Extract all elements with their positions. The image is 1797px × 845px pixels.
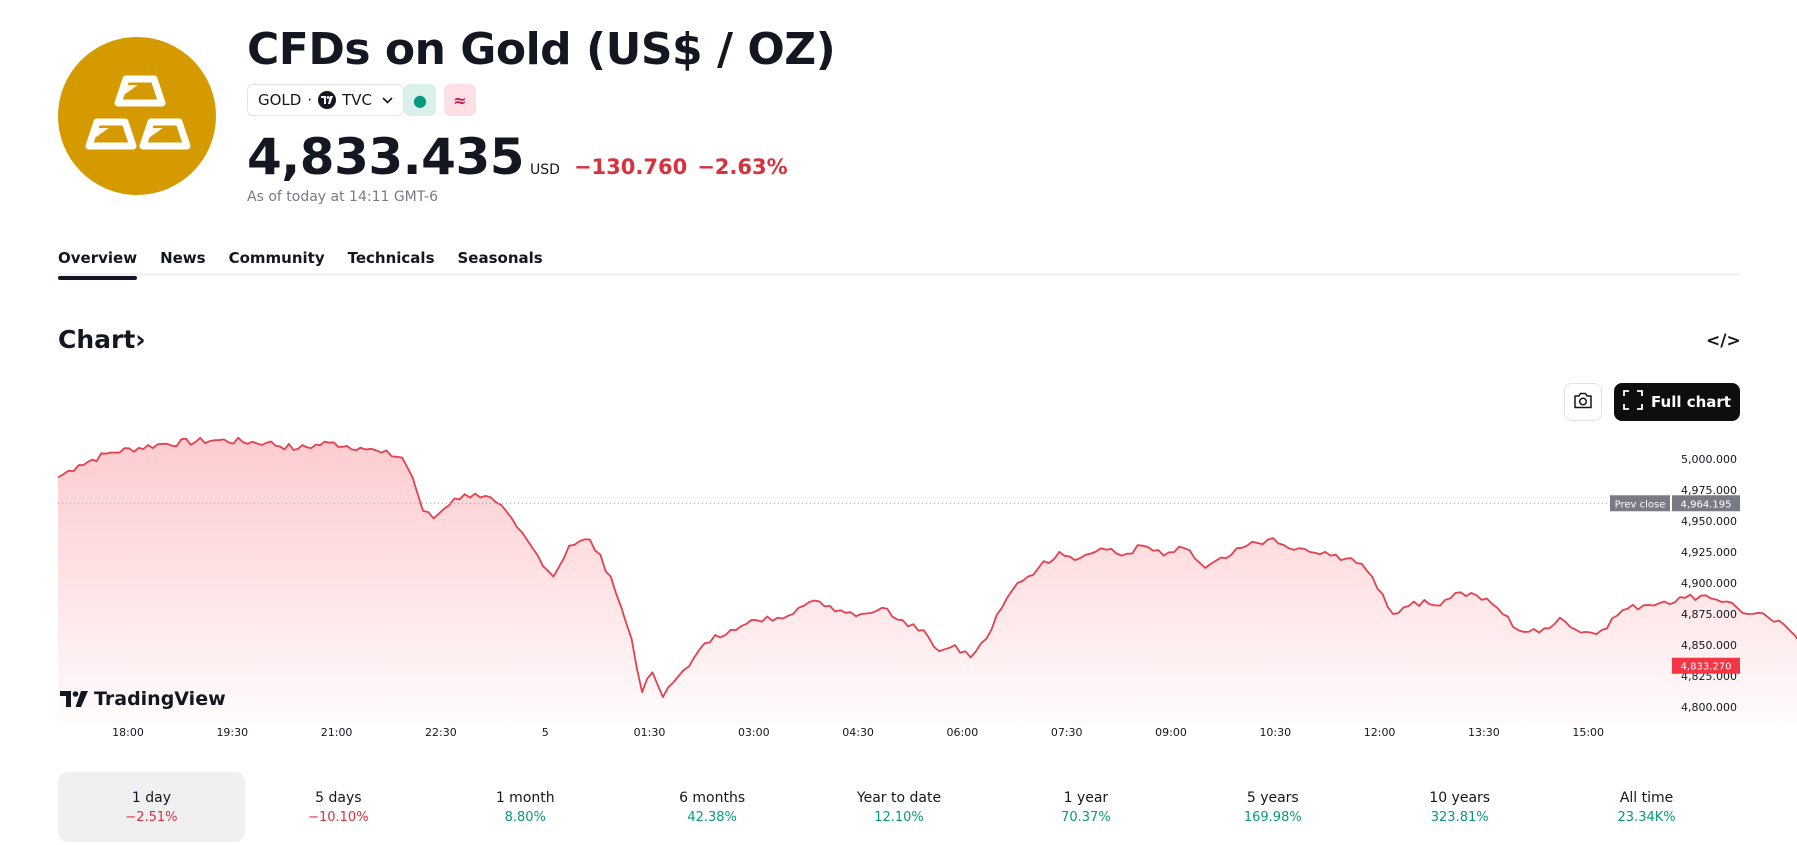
full-chart-button[interactable]: Full chart [1614,383,1740,421]
tab-overview[interactable]: Overview [58,246,138,280]
period-change: 23.34K% [1617,809,1676,825]
full-chart-label: Full chart [1651,393,1731,411]
period-5-days[interactable]: 5 days −10.10% [245,772,432,842]
prev-close-value-tag [1672,495,1740,512]
x-tick-label: 07:30 [1051,726,1083,739]
x-tick-label: 5 [542,726,549,739]
tradingview-logo-icon [60,691,88,707]
period-year-to-date[interactable]: Year to date 12.10% [806,772,993,842]
period-change: 12.10% [874,809,924,825]
market-status-badge[interactable]: ● [404,84,436,116]
y-tick-label: 4,950.000 [1681,515,1737,528]
last-price-tag [1672,657,1740,674]
x-tick-label: 12:00 [1364,726,1396,739]
y-tick-label: 4,850.000 [1681,639,1737,652]
period-label: 1 month [495,789,555,806]
camera-icon [1573,392,1593,413]
x-tick-label: 09:00 [1155,726,1187,739]
tab-news[interactable]: News [160,249,206,267]
period-1-day[interactable]: 1 day −2.51% [58,772,245,842]
tab-technicals[interactable]: Technicals [347,249,435,267]
symbol-label: GOLD [258,91,302,109]
y-tick-label: 4,900.000 [1681,577,1737,590]
currency-label: USD [530,162,560,178]
price-line [57,436,1797,698]
period-all-time[interactable]: All time 23.34K% [1553,772,1740,842]
chevron-down-icon [382,94,393,107]
x-tick-label: 22:30 [425,726,457,739]
price-area [58,437,1797,725]
y-tick-label: 4,975.000 [1681,484,1737,497]
tab-community[interactable]: Community [228,249,325,267]
tab-seasonals[interactable]: Seasonals [457,249,543,267]
period-change: 70.37% [1061,809,1111,825]
period-change: 42.38% [687,809,737,825]
page-title: CFDs on Gold (US$ / OZ) [247,24,836,75]
tradingview-icon [318,91,337,109]
quote-timestamp: As of today at 14:11 GMT-6 [247,189,438,205]
exchange-label: TVC [342,91,373,109]
gold-bars-icon [58,37,216,195]
last-price-value: 4,833.270 [1681,662,1732,673]
price-change-percent: −2.63% [697,155,788,179]
prev-close-label: Prev close [1615,499,1666,510]
period-label: 5 years [1246,789,1299,806]
x-tick-label: 21:00 [321,726,353,739]
symbol-separator: · [307,91,313,109]
embed-code-icon[interactable]: </> [1706,331,1741,351]
period-label: 6 months [679,789,746,806]
x-tick-label: 01:30 [634,726,666,739]
chevron-right-icon: › [135,325,146,354]
chart-heading-link[interactable]: Chart› [58,325,146,354]
period-5-years[interactable]: 5 years 169.98% [1179,772,1366,842]
y-tick-label: 5,000.000 [1681,453,1737,466]
price-chart[interactable]: Prev close 4,964.195 5,000.000 4,975.000 4,… [0,430,1797,740]
x-tick-label: 19:30 [216,726,248,739]
x-tick-label: 06:00 [947,726,979,739]
period-1-year[interactable]: 1 year 70.37% [992,772,1179,842]
x-tick-label: 04:30 [842,726,874,739]
symbol-exchange-selector[interactable]: GOLD · TVC [247,84,405,116]
y-tick-label: 4,925.000 [1681,546,1737,559]
period-change: 323.81% [1430,809,1489,825]
chart-heading-label: Chart [58,325,136,354]
x-tick-label: 10:30 [1259,726,1291,739]
x-tick-label: 13:30 [1468,726,1500,739]
tradingview-brand: TradingView [94,688,226,710]
period-label: 5 days [315,789,362,806]
period-label: All time [1619,789,1674,806]
snapshot-button[interactable] [1564,383,1602,421]
period-change: 169.98% [1243,809,1302,825]
period-label: 1 day [131,789,171,806]
period-label: 10 years [1429,789,1491,806]
period-change: −10.10% [308,809,369,825]
period-change: 8.80% [504,809,546,825]
tab-bar: Overview News Community Technicals Seaso… [58,246,566,280]
tradingview-logo: TradingView [60,688,226,710]
x-tick-label: 18:00 [112,726,144,739]
price-row: 4,833.435 USD −130.760 −2.63% [247,128,788,186]
x-tick-label: 03:00 [738,726,770,739]
tabs-divider [58,273,1740,276]
period-10-years[interactable]: 10 years 323.81% [1366,772,1553,842]
period-1-month[interactable]: 1 month 8.80% [432,772,619,842]
prev-close-value: 4,964.195 [1681,499,1732,510]
period-label: Year to date [856,789,942,806]
y-tick-label: 4,875.000 [1681,608,1737,621]
period-6-months[interactable]: 6 months 42.38% [619,772,806,842]
period-change: −2.51% [125,809,178,825]
prev-close-tag [1610,495,1670,512]
last-price: 4,833.435 [247,128,525,186]
extended-hours-badge[interactable]: ≈ [444,84,476,116]
period-selector: 1 day −2.51% 5 days −10.10% 1 month 8.80… [58,772,1740,842]
x-tick-label: 15:00 [1572,726,1604,739]
y-tick-label: 4,800.000 [1681,701,1737,714]
fullscreen-icon [1623,390,1643,414]
price-change: −130.760 [573,155,688,179]
period-label: 1 year [1063,789,1109,806]
